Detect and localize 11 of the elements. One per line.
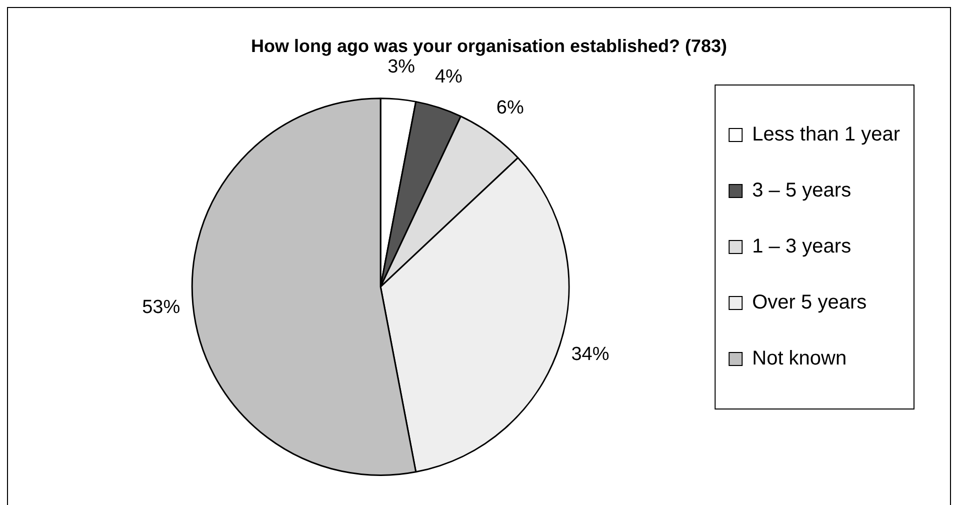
legend-label: 3 – 5 years: [752, 180, 852, 202]
chart-title: How long ago was your organisation established? (783): [250, 36, 728, 56]
data-label: 6%: [496, 98, 524, 119]
legend-label: Not known: [752, 348, 847, 370]
data-label: 34%: [571, 344, 610, 366]
legend-label: 1 – 3 years: [752, 236, 852, 258]
data-label: 3%: [388, 56, 416, 78]
data-label: 4%: [434, 66, 463, 88]
legend-label: Over 5 years: [752, 292, 867, 314]
data-label: 53%: [142, 296, 180, 318]
legend-label: Less than 1 year: [752, 124, 900, 146]
